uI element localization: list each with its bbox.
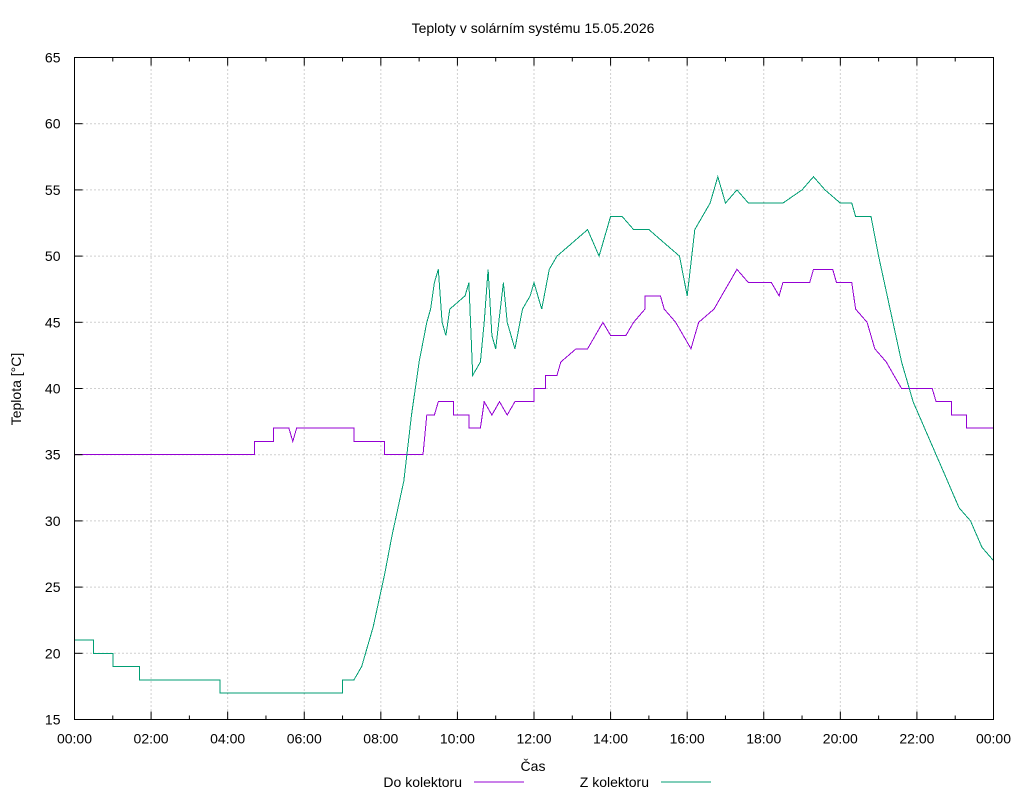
y-tick-label: 35 (45, 447, 61, 463)
x-axis-label: Čas (521, 758, 546, 774)
y-axis-tick-labels: 15 20 25 30 35 40 45 50 55 60 65 (45, 50, 61, 728)
x-tick-label: 06:00 (287, 731, 322, 747)
series-line-do-kolektoru (74, 268, 994, 456)
y-tick-label: 45 (45, 314, 61, 330)
x-tick-label: 10:00 (440, 731, 475, 747)
y-tick-label: 60 (45, 116, 61, 132)
x-tick-label: 14:00 (593, 731, 628, 747)
y-tick-label: 20 (45, 645, 61, 661)
legend: Do kolektoru Z kolektoru (383, 774, 711, 790)
chart-title: Teploty v solárním systému 15.05.2026 (412, 20, 655, 36)
x-tick-label: 22:00 (899, 731, 934, 747)
x-tick-label: 00:00 (976, 731, 1011, 747)
x-axis-tick-labels: 00:00 02:00 04:00 06:00 08:00 10:00 12:00 14:00… (57, 731, 1011, 747)
x-tick-label: 12:00 (516, 731, 551, 747)
y-tick-label: 15 (45, 712, 61, 728)
y-tick-label: 40 (45, 381, 61, 397)
x-tick-label: 00:00 (57, 731, 92, 747)
series-lines (74, 174, 994, 694)
y-tick-label: 30 (45, 513, 61, 529)
x-tick-label: 20:00 (823, 731, 858, 747)
y-tick-label: 50 (45, 248, 61, 264)
x-tick-label: 08:00 (363, 731, 398, 747)
x-tick-label: 16:00 (670, 731, 705, 747)
x-tick-label: 18:00 (746, 731, 781, 747)
legend-label-z-kolektoru: Z kolektoru (580, 774, 649, 790)
x-tick-label: 04:00 (210, 731, 245, 747)
axis-ticks (74, 57, 994, 720)
y-tick-label: 25 (45, 579, 61, 595)
y-tick-label: 65 (45, 50, 61, 66)
x-tick-label: 02:00 (134, 731, 169, 747)
y-axis-label: Teplota [°C] (8, 353, 24, 426)
legend-label-do-kolektoru: Do kolektoru (383, 774, 462, 790)
y-tick-label: 55 (45, 182, 61, 198)
series-line-z-kolektoru (74, 174, 994, 694)
